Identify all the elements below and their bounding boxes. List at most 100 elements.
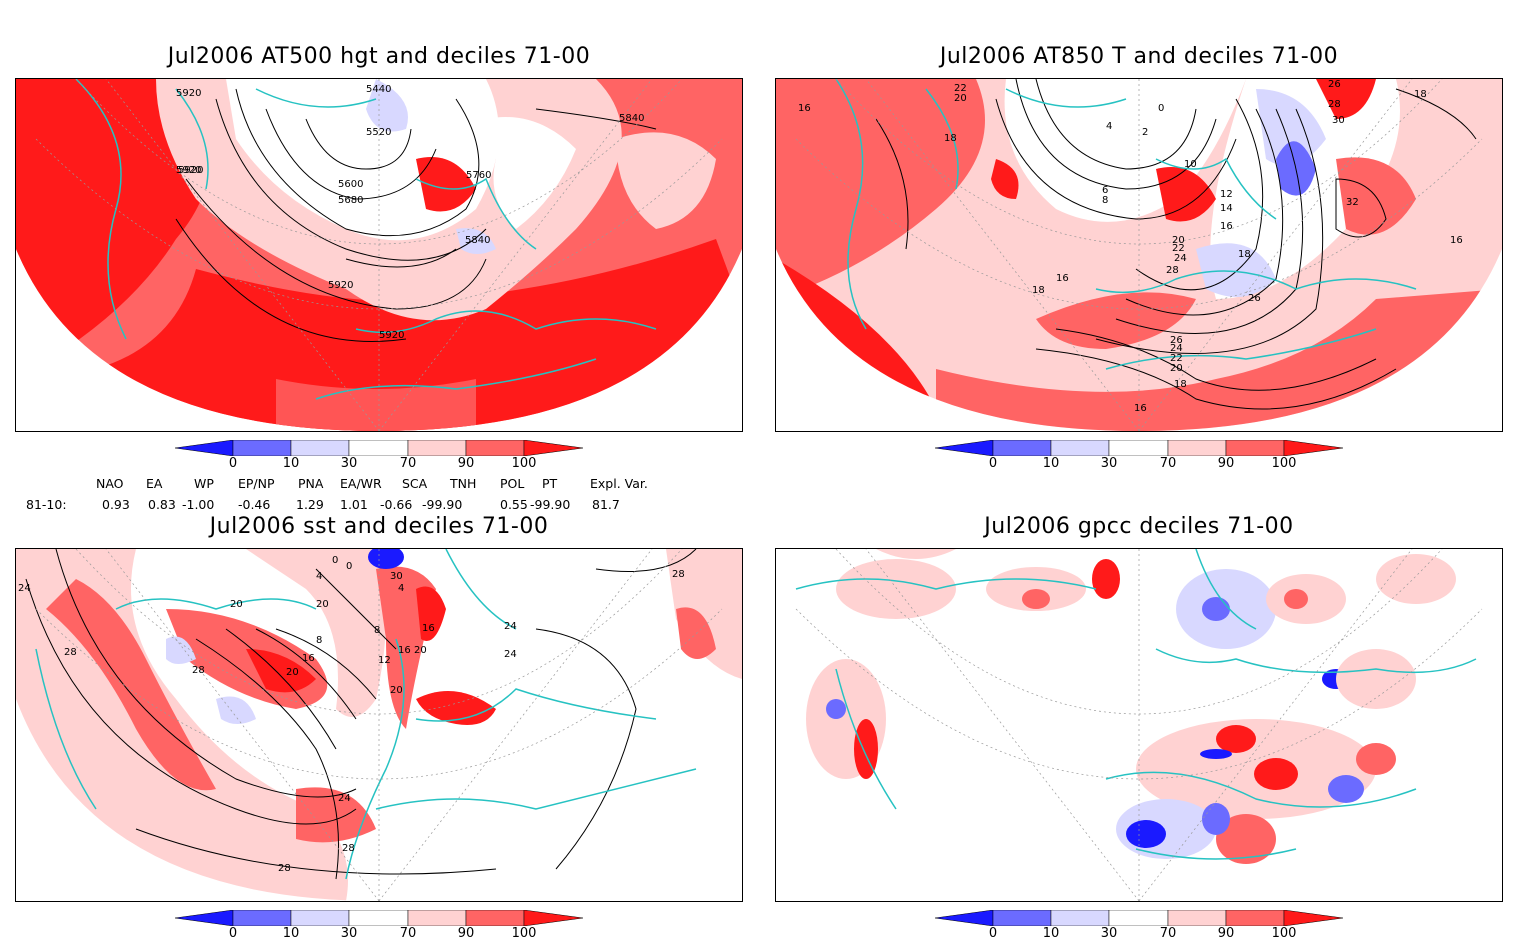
index-value: 0.55: [500, 497, 528, 512]
colorbar-tick: 30: [340, 456, 358, 471]
contour-label-p3-1: 20: [230, 599, 243, 610]
contour-label-p2-14: 12: [1220, 189, 1233, 200]
map-panel-p3: 24 20 0 0 4 30 4 20 28 28 28 8 16 20 12 …: [15, 548, 743, 902]
contour-label-p2-15: 14: [1220, 203, 1233, 214]
panel-title-p3: Jul2006 sst and deciles 71-00: [209, 514, 549, 539]
index-value: 81.7: [592, 497, 620, 512]
contour-label-p1-4: 5840: [619, 113, 644, 124]
colorbar-tick: 90: [457, 926, 475, 941]
colorbar-p4: 0 10 30 70 90 100: [934, 909, 1345, 946]
colorbar-tick: 90: [1217, 456, 1235, 471]
index-header: NAO: [96, 476, 124, 491]
index-value: -99.90: [530, 497, 571, 512]
contour-label-p3-7: 20: [316, 599, 329, 610]
contour-label-p3-9: 28: [192, 665, 205, 676]
contour-label-p3-2: 0: [332, 555, 338, 566]
contour-label-p2-10: 18: [1414, 89, 1427, 100]
contour-label-p2-2: 20: [954, 93, 967, 104]
contour-label-p1-3: 5520: [366, 127, 391, 138]
graticule-p3: [35, 549, 723, 901]
index-header: POL: [500, 476, 525, 491]
contour-label-p3-16: 16: [422, 623, 435, 634]
contour-label-p2-6: 0: [1158, 103, 1164, 114]
index-row-label: 81-10:: [26, 497, 67, 512]
index-header: EA: [146, 476, 163, 491]
coastlines-p4: [795, 549, 1477, 860]
index-header: PNA: [298, 476, 324, 491]
colorbar-tick: 100: [511, 456, 537, 471]
contour-label-p2-27: 26: [1170, 335, 1183, 346]
index-header: EA/WR: [340, 476, 382, 491]
contour-label-p3-20: 20: [390, 685, 403, 696]
colorbar-tick: 30: [1100, 456, 1118, 471]
contour-label-p2-18: 20: [1172, 235, 1185, 246]
contour-lines-p2: [875, 79, 1477, 410]
contour-lines-p1: [175, 88, 657, 342]
colorbar-tick: 100: [1271, 926, 1297, 941]
panel-title-p4: Jul2006 gpcc deciles 71-00: [984, 514, 1294, 539]
contour-label-p1-7: 5680: [338, 195, 363, 206]
index-value: 1.29: [296, 497, 324, 512]
colorbar-tick: 70: [1159, 926, 1177, 941]
contour-label-p2-31: 18: [1174, 379, 1187, 390]
contour-label-p2-29: 22: [1170, 353, 1183, 364]
contour-label-p1-0: 5920: [176, 88, 201, 99]
contour-label-p2-32: 16: [1134, 403, 1147, 414]
contour-label-p2-7: 26: [1328, 79, 1341, 90]
contour-label-p3-24: 28: [278, 863, 291, 874]
contour-label-p3-5: 30: [390, 571, 403, 582]
contour-label-p2-8: 28: [1328, 99, 1341, 110]
colorbar-tick: 0: [228, 926, 238, 941]
colorbar-tick: 0: [228, 456, 238, 471]
index-header: PT: [542, 476, 558, 491]
colorbar-p3: 0 10 30 70 90 100: [174, 909, 585, 946]
colorbar-tick: 70: [399, 456, 417, 471]
contour-label-p3-15: 8: [374, 625, 380, 636]
contour-label-p3-13: 20: [286, 667, 299, 678]
colorbar-tick: 30: [340, 926, 358, 941]
contour-label-p1-6: 5600: [338, 179, 363, 190]
map-panel-p4: [775, 548, 1503, 902]
index-value: -99.90: [422, 497, 463, 512]
index-header: EP/NP: [238, 476, 275, 491]
contour-label-p3-21: 24: [504, 649, 517, 660]
contour-label-p1-9: 5840: [465, 235, 490, 246]
contour-label-p2-3: 18: [944, 133, 957, 144]
contour-label-p2-11: 10: [1184, 159, 1197, 170]
contour-label-p2-0: 16: [798, 103, 811, 114]
contour-labels-p1: 5920 5440 5920 5520 5840 5920 5600 5680 …: [176, 84, 644, 341]
index-value: 0.83: [148, 497, 176, 512]
contour-label-p1-10: 5920: [328, 280, 353, 291]
index-header: TNH: [450, 476, 477, 491]
index-header: WP: [194, 476, 214, 491]
colorbar-tick: 90: [457, 456, 475, 471]
contour-label-p2-30: 20: [1170, 363, 1183, 374]
colorbar-tick: 100: [1271, 456, 1297, 471]
contour-label-p3-4: 4: [316, 571, 322, 582]
contour-label-p1-1: 5440: [366, 84, 391, 95]
index-value: -0.46: [238, 497, 271, 512]
colorbar-tick: 30: [1100, 926, 1118, 941]
contour-label-p1-5: 5920: [176, 165, 201, 176]
contour-label-p2-23: 16: [1056, 273, 1069, 284]
contour-lines-p3: [25, 549, 697, 880]
map-panel-p2: 16 22 20 18 4 2 0 26 28 30 18 10 6 8 12 …: [775, 78, 1503, 432]
contour-label-p3-18: 20: [414, 645, 427, 656]
contour-label-p3-0: 24: [18, 583, 31, 594]
contour-label-p3-3: 0: [346, 561, 352, 572]
panel-title-p2: Jul2006 AT850 T and deciles 71-00: [939, 44, 1339, 69]
contour-label-p3-23: 28: [342, 843, 355, 854]
colorbar-p2: 0 10 30 70 90 100: [934, 439, 1345, 476]
contour-label-p2-25: 18: [1032, 285, 1045, 296]
contour-label-p2-17: 32: [1346, 197, 1359, 208]
contour-labels-p2: 16 22 20 18 4 2 0 26 28 30 18 10 6 8 12 …: [798, 79, 1463, 414]
index-value: 1.01: [340, 497, 368, 512]
colorbar-tick: 0: [988, 926, 998, 941]
coastlines-p3: [35, 549, 697, 880]
coastlines-p2: [835, 79, 1417, 370]
index-header: SCA: [402, 476, 428, 491]
contour-label-p2-22: 18: [1238, 249, 1251, 260]
contour-label-p2-5: 2: [1142, 127, 1148, 138]
contour-label-p2-21: 28: [1166, 265, 1179, 276]
graticule-p4: [795, 549, 1483, 901]
